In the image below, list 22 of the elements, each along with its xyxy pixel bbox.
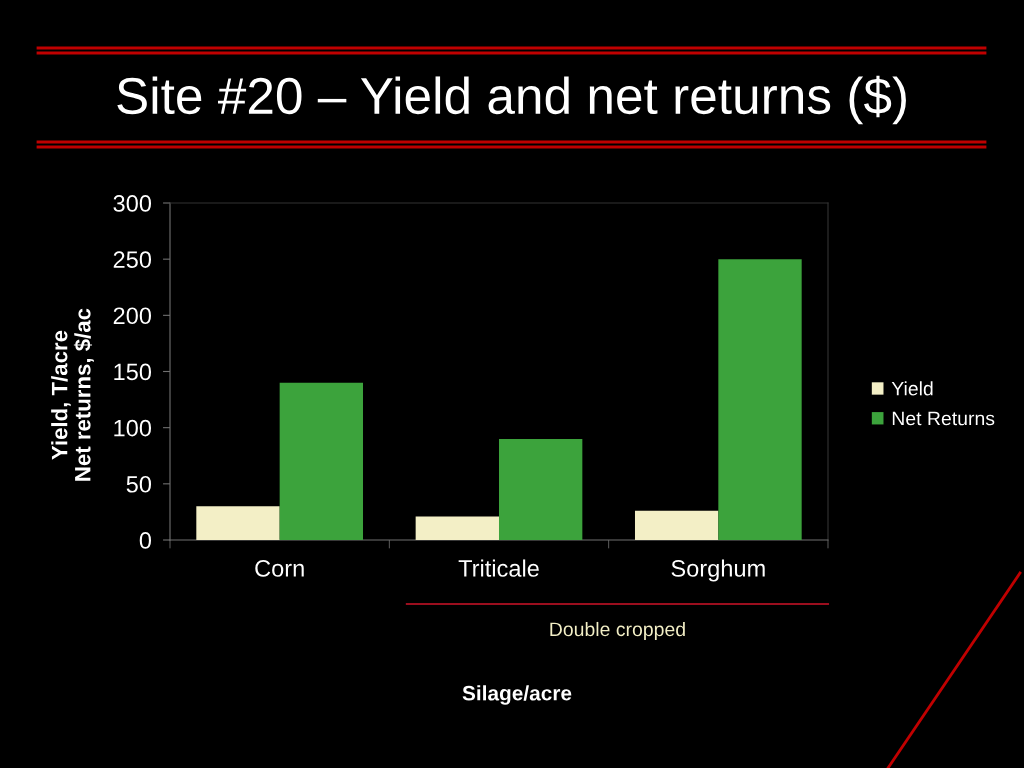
y-tick-label: 200 bbox=[113, 307, 152, 325]
bar bbox=[634, 510, 719, 540]
chart-title: Site #20 – Yield and net returns ($) bbox=[117, 75, 906, 125]
bar bbox=[279, 382, 364, 540]
y-tick-label: 250 bbox=[113, 251, 152, 268]
y-axis-title: Yield, T/acre Net returns, $/ac bbox=[51, 308, 94, 481]
y-tick-label: 50 bbox=[126, 475, 152, 493]
y-tick-label: 300 bbox=[113, 195, 152, 212]
bar bbox=[415, 516, 499, 540]
x-tick-label: Sorghum bbox=[671, 559, 765, 582]
legend-label: Yield bbox=[891, 381, 933, 396]
text: Double cropped bbox=[550, 621, 685, 641]
y-tick-label: 0 bbox=[139, 532, 152, 549]
text: Silage/acre bbox=[462, 685, 572, 705]
legend-label: Net Returns bbox=[892, 411, 995, 426]
bar bbox=[718, 259, 802, 540]
bar bbox=[499, 438, 583, 540]
y-tick-label: 100 bbox=[114, 419, 152, 437]
x-tick-label: Corn bbox=[255, 560, 304, 577]
bar bbox=[196, 506, 280, 540]
x-tick-label: Triticale bbox=[458, 559, 539, 577]
y-tick-label: 150 bbox=[114, 363, 152, 381]
